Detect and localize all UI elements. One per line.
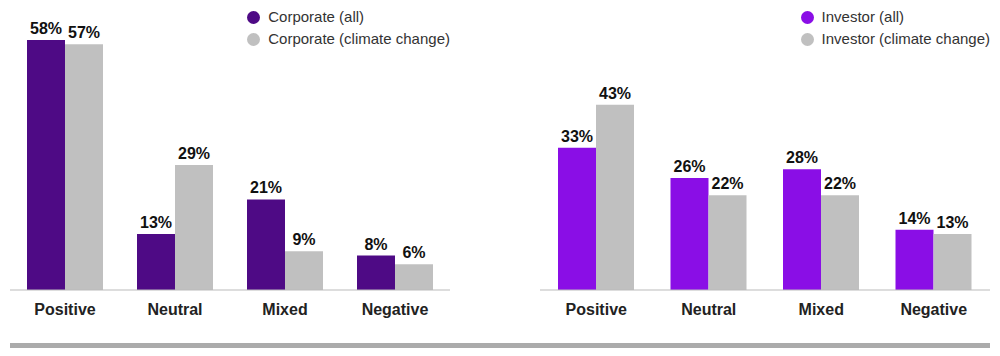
svg-text:57%: 57% xyxy=(68,24,100,41)
svg-text:6%: 6% xyxy=(402,244,425,261)
svg-text:Positive: Positive xyxy=(34,301,95,318)
svg-text:Neutral: Neutral xyxy=(681,301,736,318)
svg-text:33%: 33% xyxy=(561,128,593,145)
svg-text:43%: 43% xyxy=(599,85,631,102)
svg-text:13%: 13% xyxy=(140,214,172,231)
svg-text:Negative: Negative xyxy=(362,301,429,318)
svg-text:Mixed: Mixed xyxy=(799,301,844,318)
svg-text:9%: 9% xyxy=(292,231,315,248)
svg-text:26%: 26% xyxy=(673,158,705,175)
svg-text:28%: 28% xyxy=(786,149,818,166)
svg-text:Mixed: Mixed xyxy=(262,301,307,318)
svg-text:22%: 22% xyxy=(711,175,743,192)
svg-text:8%: 8% xyxy=(364,236,387,253)
svg-text:29%: 29% xyxy=(178,145,210,162)
svg-text:13%: 13% xyxy=(936,214,968,231)
html-text:Investor (climate change): Investor (climate change) xyxy=(821,30,990,47)
svg-text:21%: 21% xyxy=(250,179,282,196)
svg-text:14%: 14% xyxy=(898,210,930,227)
svg-text:Neutral: Neutral xyxy=(147,301,202,318)
html-text:Investor (all): Investor (all) xyxy=(821,8,905,25)
svg-text:22%: 22% xyxy=(824,175,856,192)
html-text:Corporate (climate change): Corporate (climate change) xyxy=(268,30,450,47)
svg-text:58%: 58% xyxy=(30,20,62,37)
svg-text:Negative: Negative xyxy=(900,301,967,318)
html-text:Corporate (all): Corporate (all) xyxy=(268,8,365,25)
svg-text:Positive: Positive xyxy=(566,301,627,318)
